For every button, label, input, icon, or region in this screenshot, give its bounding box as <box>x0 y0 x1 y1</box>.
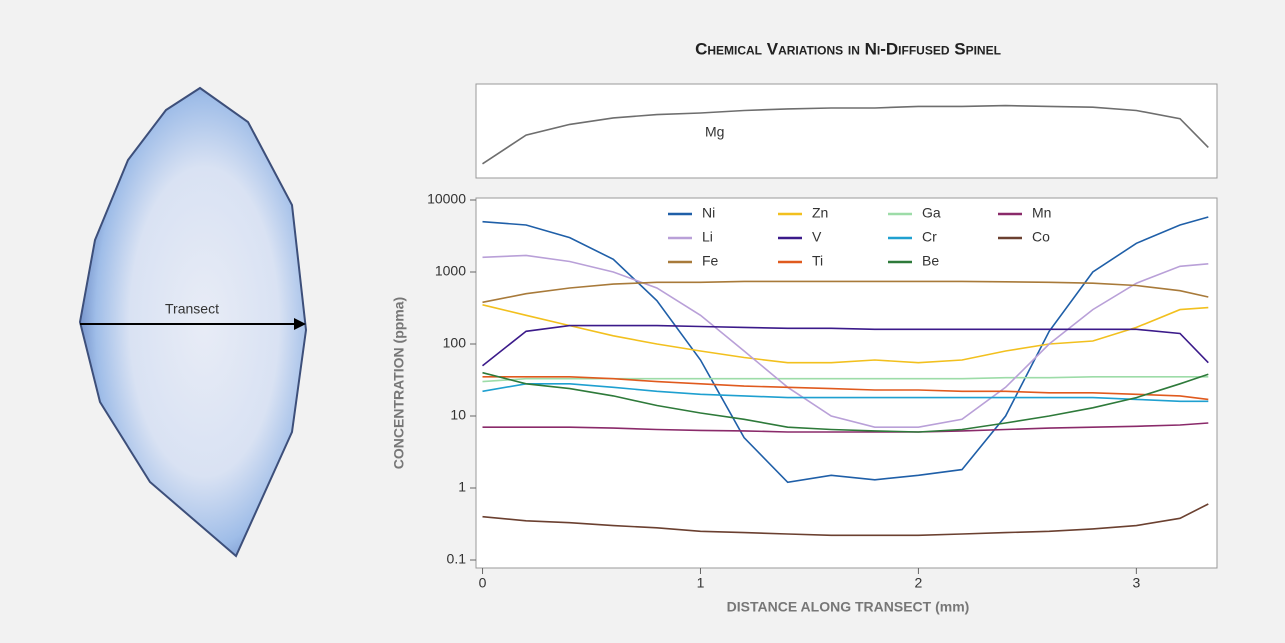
series-line <box>482 503 1209 537</box>
x-tick-label: 0 <box>479 575 487 591</box>
y-tick-label: 10000 <box>427 191 466 207</box>
series-line <box>482 376 1209 401</box>
y-tick-label: 10 <box>450 407 466 423</box>
series-line <box>482 383 1209 403</box>
gem-image <box>78 86 308 558</box>
y-tick-label: 0.1 <box>447 551 467 567</box>
y-tick-label: 1 <box>458 479 466 495</box>
series-line <box>482 304 1209 364</box>
transect-label: Transect <box>165 301 219 317</box>
series-line <box>482 216 1209 484</box>
series-line <box>482 422 1209 433</box>
x-tick-label: 2 <box>915 575 923 591</box>
series-line <box>482 254 1209 428</box>
plot-area <box>475 197 1218 569</box>
legend-label: Zn <box>812 205 828 221</box>
series-line <box>482 324 1209 367</box>
legend-label: V <box>812 229 822 245</box>
x-tick-label: 1 <box>697 575 705 591</box>
arrow-head <box>294 318 306 330</box>
mg-panel <box>475 83 1218 179</box>
legend-label: Ni <box>702 205 715 221</box>
x-axis-label: DISTANCE ALONG TRANSECT (mm) <box>727 599 970 615</box>
y-tick-label: 100 <box>443 335 467 351</box>
series-line <box>482 280 1209 304</box>
legend-label: Co <box>1032 229 1050 245</box>
y-tick-label: 1000 <box>435 263 466 279</box>
chart-title: Chemical Variations in Ni-Diffused Spine… <box>695 39 1001 58</box>
legend-label: Mn <box>1032 205 1051 221</box>
legend-label: Ti <box>812 253 823 269</box>
legend-label: Ga <box>922 205 941 221</box>
series-label: Mg <box>705 124 724 140</box>
series-line <box>482 104 1209 165</box>
legend-label: Be <box>922 253 939 269</box>
series-line <box>482 371 1209 433</box>
legend-label: Fe <box>702 253 719 269</box>
x-tick-label: 3 <box>1132 575 1140 591</box>
y-axis-label: CONCENTRATION (ppma) <box>391 297 407 469</box>
legend-label: Cr <box>922 229 937 245</box>
legend-label: Li <box>702 229 713 245</box>
